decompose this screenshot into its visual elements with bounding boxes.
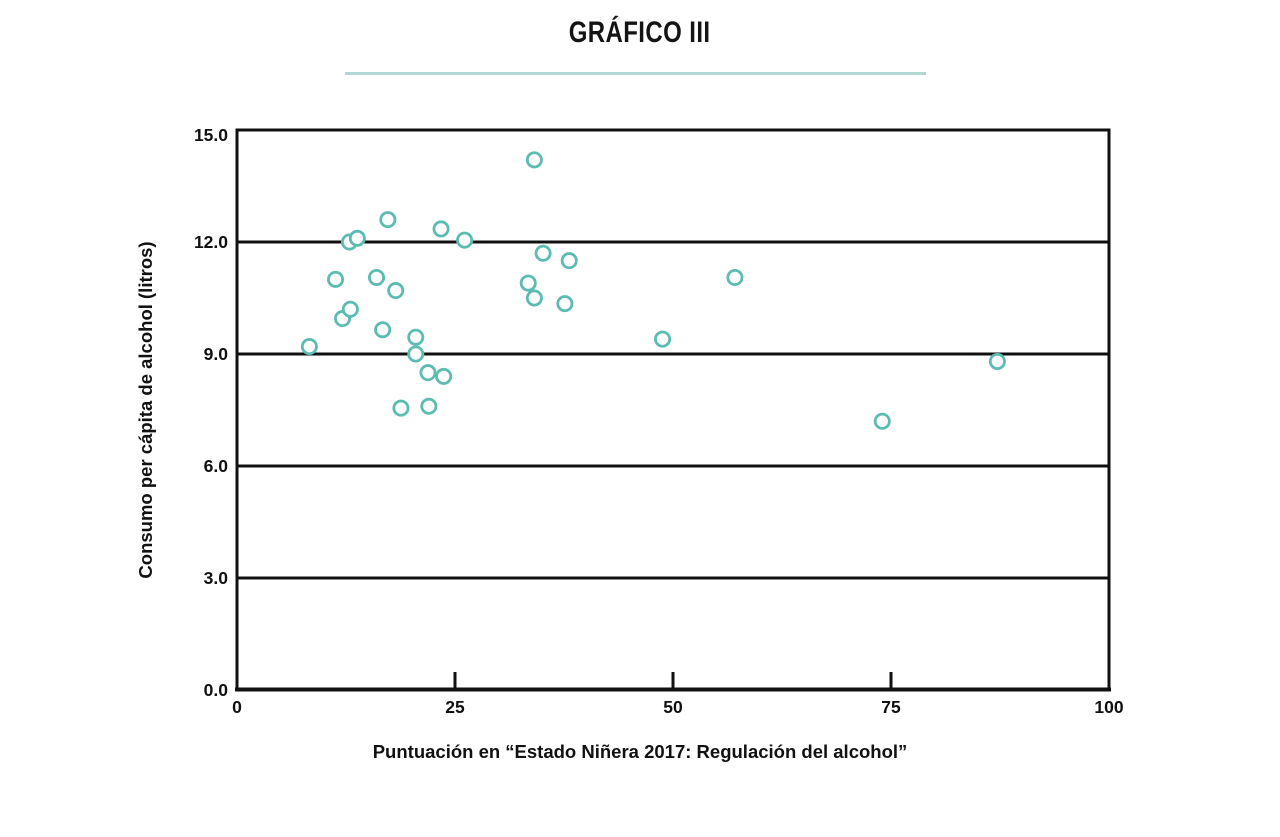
scatter-point — [560, 252, 578, 270]
scatter-point — [525, 151, 543, 169]
scatter-point — [374, 321, 392, 339]
plot-frame — [235, 128, 1111, 692]
scatter-point — [519, 274, 537, 292]
scatter-point — [348, 229, 366, 247]
title-underline-rule — [345, 72, 926, 75]
scatter-point — [726, 268, 744, 286]
scatter-points — [300, 151, 1006, 430]
scatter-point — [379, 211, 397, 229]
scatter-point — [407, 345, 425, 363]
scatter-point — [368, 268, 386, 286]
y-tick-label: 3.0 — [204, 568, 229, 588]
y-tick-label: 6.0 — [204, 456, 229, 476]
x-axis-title: Puntuación en “Estado Niñera 2017: Regul… — [373, 741, 908, 762]
x-tick-label: 100 — [1094, 697, 1123, 717]
scatter-point — [654, 330, 672, 348]
scatter-point — [407, 328, 425, 346]
scatter-point — [327, 270, 345, 288]
scatter-point — [988, 352, 1006, 370]
y-tick-label: 15.0 — [194, 125, 228, 145]
y-tick-label: 12.0 — [194, 232, 228, 252]
scatter-point — [420, 397, 438, 415]
scatter-point — [556, 295, 574, 313]
scatter-point — [432, 220, 450, 238]
y-tick-label: 0.0 — [204, 680, 229, 700]
y-tick-label: 9.0 — [204, 344, 229, 364]
x-tick-label: 50 — [663, 697, 683, 717]
scatter-point — [534, 244, 552, 262]
x-tick-label: 25 — [445, 697, 465, 717]
scatter-point — [435, 367, 453, 385]
scatter-point — [419, 364, 437, 382]
y-axis-title: Consumo per cápita de alcohol (litros) — [135, 241, 156, 578]
scatter-point — [300, 338, 318, 356]
chart-title-wrap: GRÁFICO III — [0, 16, 1280, 50]
x-tick-label: 0 — [232, 697, 242, 717]
scatter-point — [392, 399, 410, 417]
scatter-point — [387, 282, 405, 300]
scatter-point — [873, 412, 891, 430]
x-axis-ticks — [453, 672, 893, 688]
chart-title: GRÁFICO III — [569, 16, 711, 49]
x-tick-label: 75 — [881, 697, 901, 717]
horizontal-gridlines — [237, 240, 1109, 580]
scatter-point — [341, 300, 359, 318]
y-axis-tick-labels: 0.0 3.0 6.0 9.0 12.0 15.0 — [194, 125, 228, 700]
x-axis-tick-labels: 0 25 50 75 100 — [232, 697, 1124, 717]
scatter-point — [456, 231, 474, 249]
scatter-point — [525, 289, 543, 307]
